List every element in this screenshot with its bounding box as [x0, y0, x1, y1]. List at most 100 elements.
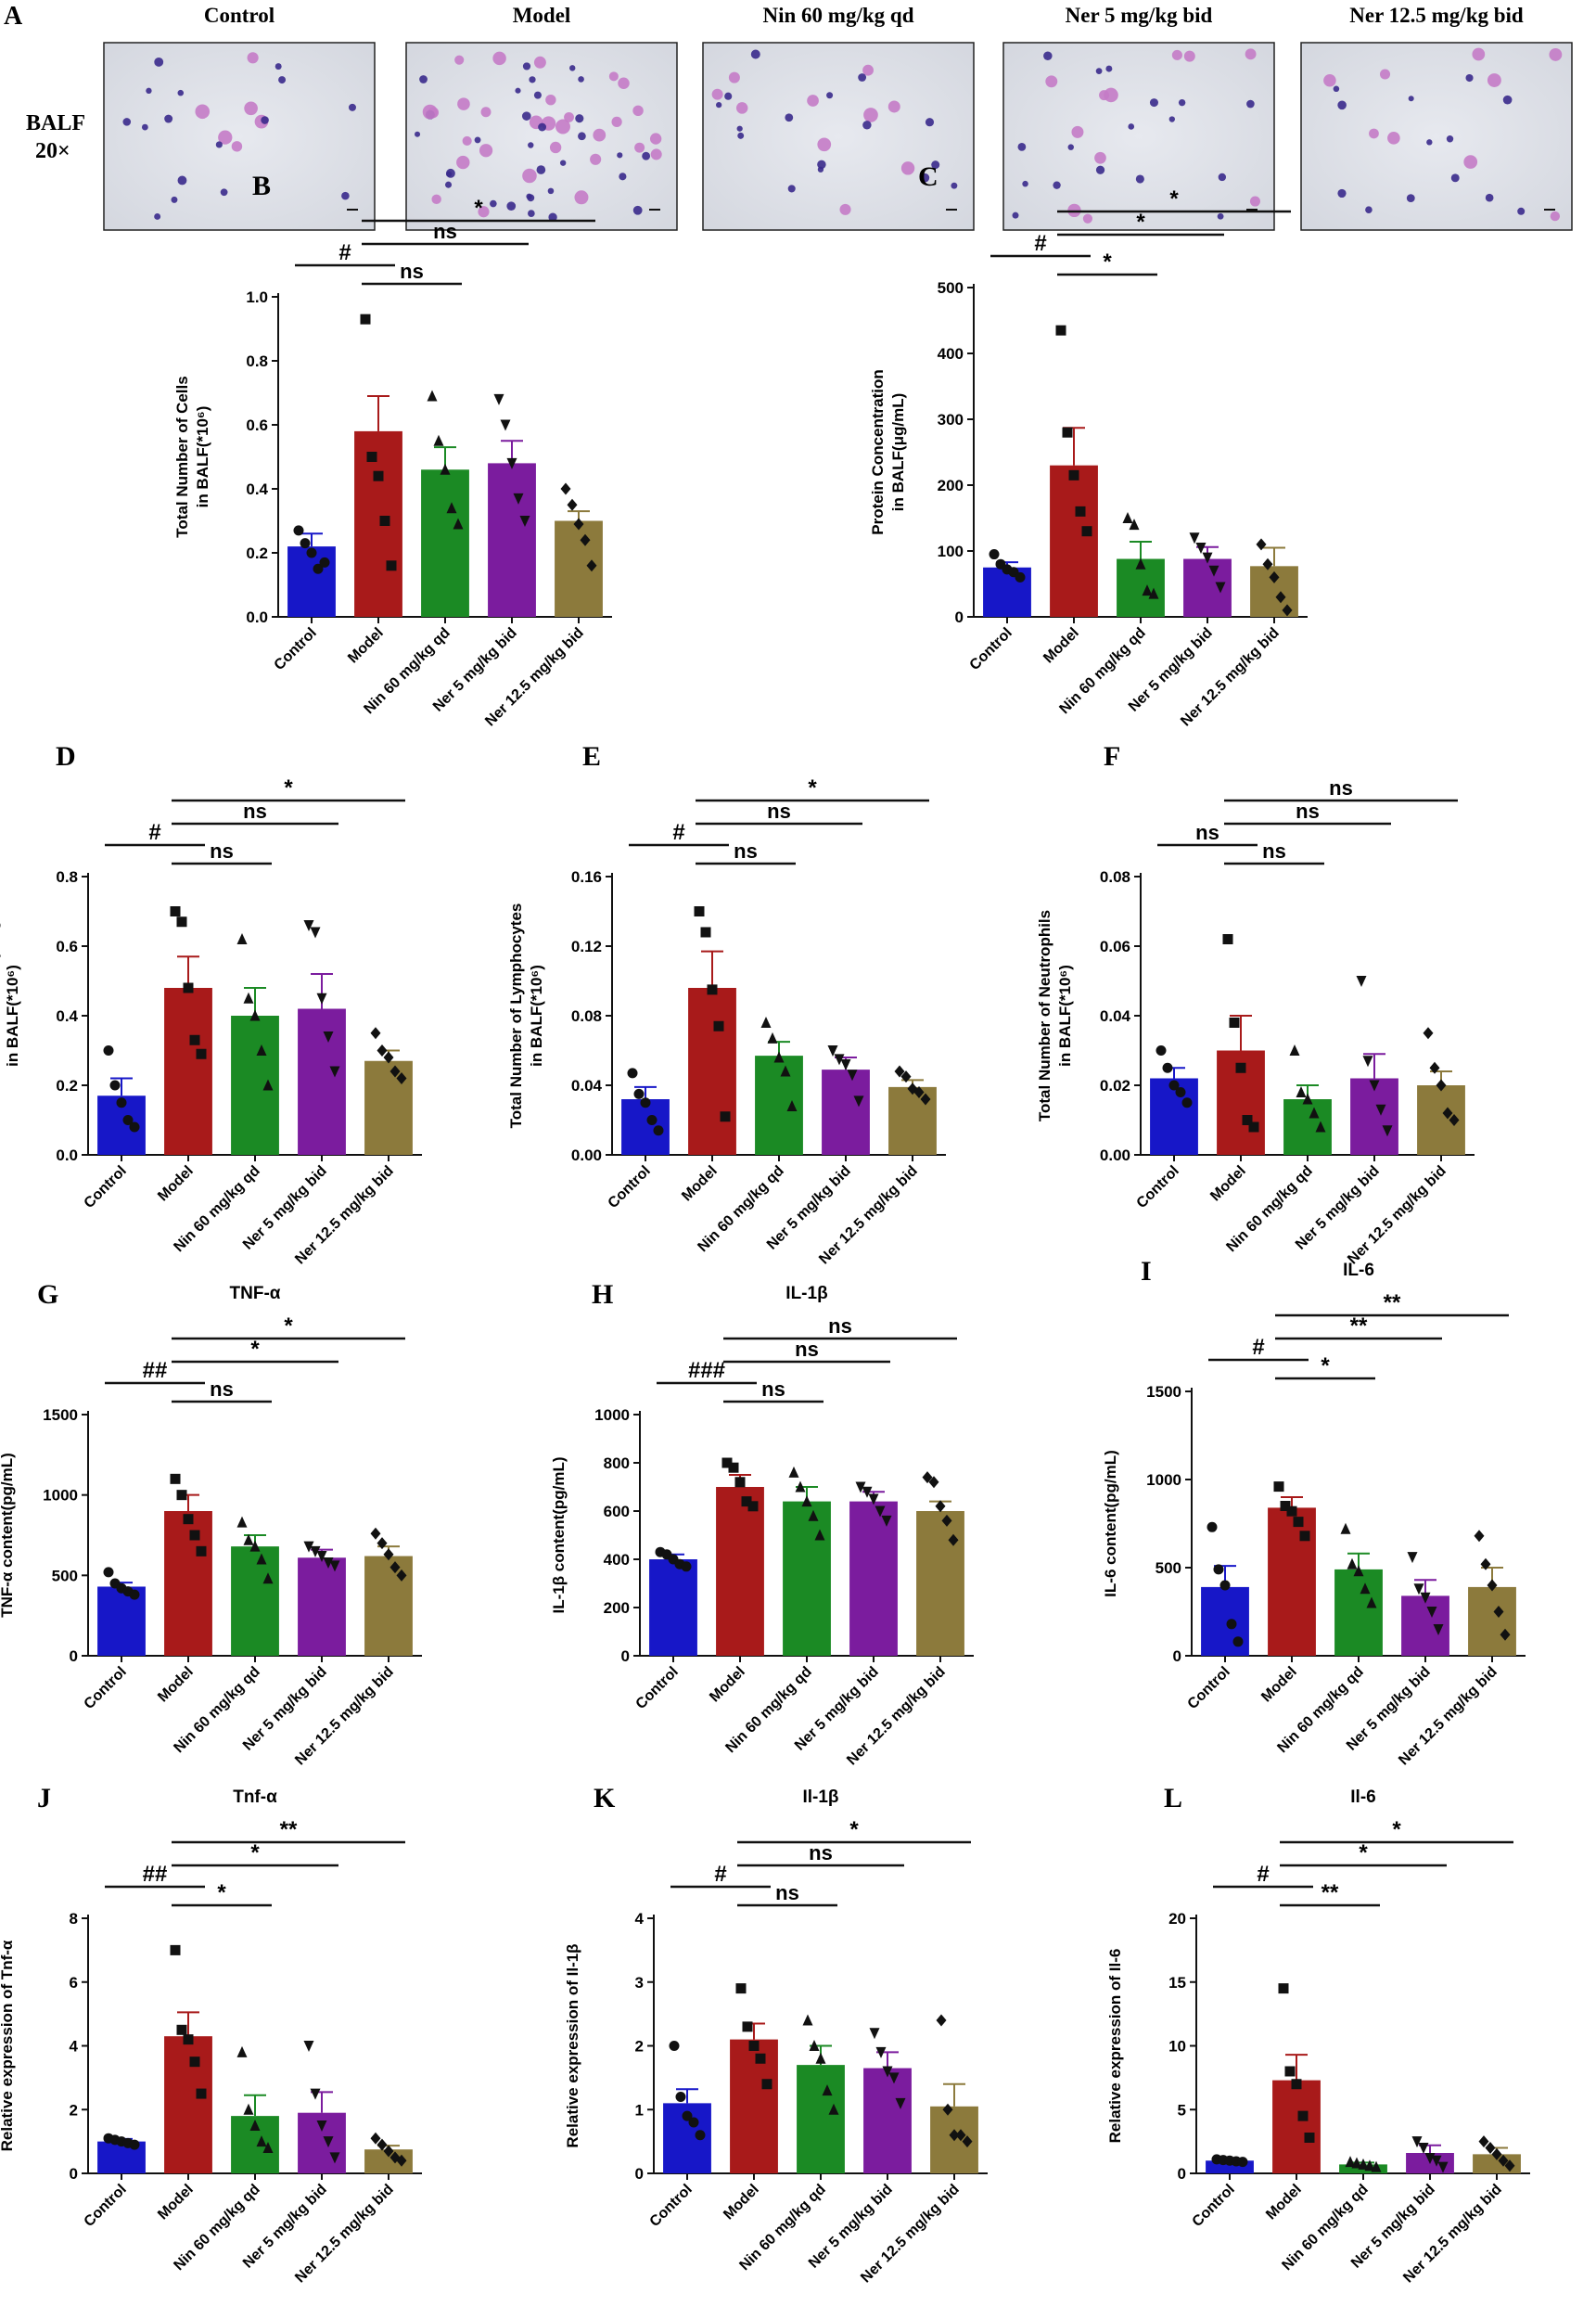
bar-1: [730, 2039, 778, 2173]
data-point: [129, 2139, 140, 2150]
data-point: [310, 2088, 321, 2100]
data-point: [928, 1476, 939, 1489]
data-point: [1491, 2147, 1502, 2160]
cell-mark: [419, 75, 428, 83]
cell-mark: [617, 152, 623, 159]
y-axis-label: in BALF(*10⁶): [194, 406, 211, 508]
cell-mark: [522, 168, 537, 184]
data-point: [828, 2103, 839, 2115]
cell-mark: [1323, 73, 1336, 87]
cell-mark: [1071, 125, 1084, 138]
x-tick-label: Model: [155, 1664, 197, 1706]
data-point: [129, 1589, 140, 1600]
data-point: [760, 1017, 772, 1028]
data-point: [1485, 2142, 1496, 2154]
data-point: [323, 1031, 334, 1043]
data-point: [1423, 1027, 1434, 1040]
y-axis-label: in BALF(*10⁶): [1056, 965, 1074, 1067]
cell-mark: [1369, 128, 1379, 139]
cell-mark: [608, 71, 619, 82]
cell-mark: [1218, 173, 1227, 182]
data-point: [827, 1045, 838, 1057]
y-axis-label: Total Number of Cells: [173, 376, 191, 537]
data-point: [1148, 587, 1159, 599]
cell-mark: [619, 173, 627, 181]
data-point: [176, 2024, 187, 2035]
data-point: [840, 1059, 851, 1070]
data-point: [853, 1095, 864, 1108]
bar-1: [1050, 465, 1098, 617]
data-point: [170, 906, 181, 916]
data-point: [688, 2117, 699, 2128]
x-tick-label: Control: [82, 2182, 130, 2230]
data-point: [170, 1473, 181, 1484]
data-point: [936, 2014, 947, 2027]
cell-mark: [522, 62, 531, 70]
cell-mark: [900, 161, 915, 175]
data-point: [734, 1477, 746, 1488]
data-point: [389, 1065, 401, 1078]
cell-mark: [533, 91, 542, 99]
chart-title: IL-6: [1343, 1261, 1374, 1280]
data-point: [1242, 1115, 1253, 1125]
data-point: [103, 1045, 114, 1056]
cell-mark: [457, 97, 470, 110]
data-point: [243, 2103, 254, 2115]
cell-mark: [736, 125, 743, 132]
cell-mark: [278, 76, 287, 84]
y-tick-label: 0.00: [1100, 1147, 1130, 1164]
significance-label: ns: [1195, 821, 1219, 844]
data-point: [1293, 1517, 1304, 1528]
data-point: [1360, 1582, 1371, 1595]
data-point: [373, 470, 384, 481]
micrograph-image: [405, 42, 678, 231]
x-tick-label: Model: [1258, 1664, 1300, 1706]
bar-2: [797, 2065, 845, 2173]
chart-title: Tnf-α: [233, 1787, 277, 1807]
data-point: [249, 1540, 261, 1552]
data-point: [1437, 2161, 1449, 2173]
cell-mark: [728, 71, 740, 83]
cell-mark: [479, 144, 493, 158]
y-tick-label: 0.2: [246, 545, 268, 562]
x-tick-label: Control: [633, 1664, 682, 1712]
data-point: [493, 393, 504, 405]
data-point: [586, 559, 597, 572]
data-point: [396, 1569, 407, 1582]
cell-mark: [538, 122, 547, 132]
x-tick-label: Model: [345, 625, 387, 667]
data-point: [196, 2088, 207, 2099]
significance-label: *: [1359, 1840, 1368, 1865]
bar-2: [1334, 1569, 1383, 1656]
significance-label: *: [474, 196, 483, 221]
y-tick-label: 0.08: [1100, 868, 1130, 886]
cell-mark: [787, 185, 796, 193]
data-point: [815, 2052, 826, 2064]
data-point: [834, 1054, 845, 1066]
data-point: [1284, 2066, 1296, 2077]
data-point: [1273, 1481, 1284, 1493]
y-tick-label: 0.16: [571, 868, 602, 886]
data-point: [795, 1480, 806, 1493]
data-point: [319, 557, 330, 568]
cell-mark: [261, 116, 269, 124]
bar-1: [688, 988, 736, 1155]
y-axis-label: Total Number of Macrophages: [0, 903, 1, 1128]
data-point: [306, 547, 317, 558]
data-point: [989, 549, 1000, 560]
significance-label: ns: [210, 839, 234, 863]
y-tick-label: 0.04: [571, 1077, 603, 1095]
y-tick-label: 0: [70, 2165, 78, 2183]
bar-2: [1283, 1099, 1332, 1155]
data-point: [1219, 1580, 1231, 1591]
data-point: [500, 419, 511, 431]
data-point: [1362, 1056, 1373, 1068]
data-point: [236, 2045, 248, 2057]
data-point: [1442, 1107, 1453, 1120]
data-point: [1309, 1107, 1320, 1119]
cell-mark: [528, 210, 535, 217]
data-point: [747, 1501, 759, 1512]
cell-mark: [1487, 73, 1501, 87]
significance-label: ns: [210, 1377, 234, 1401]
